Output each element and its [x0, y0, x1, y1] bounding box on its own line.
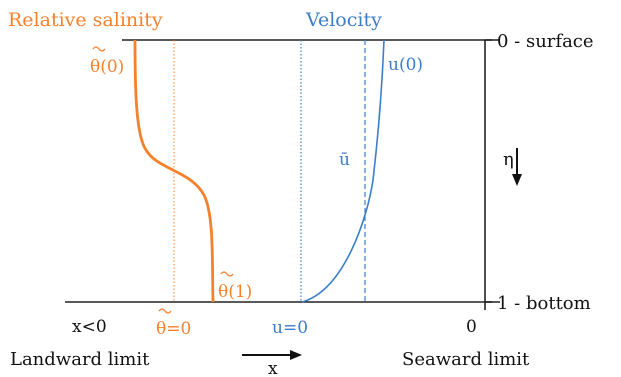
theta-bottom-label: θ(1)	[218, 271, 252, 302]
velocity-heading: Velocity	[305, 9, 382, 31]
bottom-label: 1 - bottom	[497, 293, 591, 314]
depth-axis-symbol: η	[503, 149, 514, 170]
x-axis-symbol: x	[268, 359, 278, 377]
landward-caption: Landward limit	[10, 349, 150, 370]
u-mean-label: ū	[339, 150, 350, 170]
tilde-mark-icon	[158, 308, 172, 314]
theta-bottom-text: θ(1)	[218, 282, 252, 302]
theta-zero-label: θ=0	[156, 308, 191, 339]
u-top-label: u(0)	[388, 55, 423, 75]
salinity-heading: Relative salinity	[8, 9, 163, 31]
x-left-tick-label: x<0	[72, 317, 107, 337]
velocity-profile-curve	[301, 39, 385, 303]
x-right-tick-label: 0	[466, 317, 477, 337]
tilde-mark-icon	[92, 46, 106, 52]
salinity-profile-curve	[133, 39, 215, 303]
surface-label: 0 - surface	[497, 31, 594, 52]
theta-top-label: θ(0)	[90, 46, 124, 77]
tilde-mark-icon	[220, 271, 234, 277]
seaward-caption: Seaward limit	[402, 349, 530, 370]
theta-zero-text: θ=0	[156, 319, 191, 339]
u-zero-label: u=0	[272, 318, 308, 338]
theta-top-text: θ(0)	[90, 57, 124, 77]
